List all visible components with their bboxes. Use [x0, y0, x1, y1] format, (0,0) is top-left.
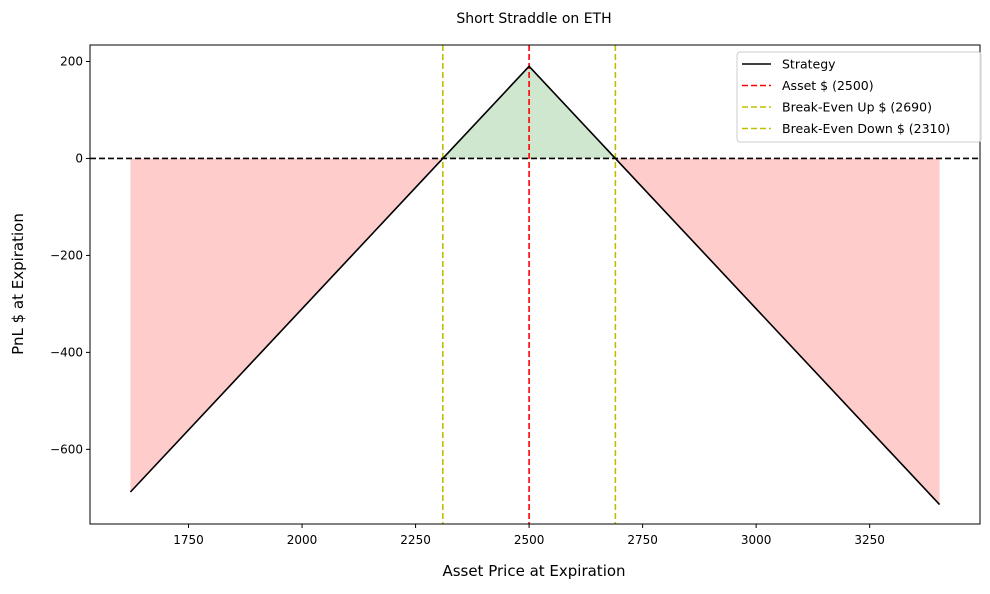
x-tick-label: 2000: [287, 533, 318, 547]
strategy-line: [129, 65, 941, 506]
legend-label: Asset $ (2500): [782, 78, 874, 93]
y-tick-label: 200: [60, 54, 83, 68]
chart-title: Short Straddle on ETH: [456, 11, 611, 27]
legend-label: Strategy: [782, 57, 836, 72]
x-tick-label: 1750: [173, 533, 204, 547]
x-tick-label: 3000: [741, 533, 772, 547]
y-tick-label: 0: [75, 151, 83, 165]
y-tick-label: −400: [50, 345, 83, 359]
legend-box: [736, 51, 982, 143]
axes-frame: [89, 44, 981, 525]
legend-label: Break-Even Down $ (2310): [782, 121, 950, 136]
y-axis-label: PnL $ at Expiration: [9, 213, 27, 355]
plot-area: 1750 2000 2250 2500 2750 3000 32502000−200−400…: [50, 44, 981, 547]
x-tick-label: 2250: [400, 533, 431, 547]
legend: Strategy Asset $ (2500) Break-Even Up $ (2…: [736, 51, 982, 143]
x-tick-label: 3250: [854, 533, 885, 547]
legend-label: Break-Even Up $ (2690): [782, 100, 932, 115]
x-axis-label: Asset Price at Expiration: [442, 562, 625, 580]
y-tick-label: −600: [50, 442, 83, 456]
y-tick-label: −200: [50, 248, 83, 262]
x-tick-label: 2750: [627, 533, 658, 547]
x-tick-label: 2500: [514, 533, 545, 547]
